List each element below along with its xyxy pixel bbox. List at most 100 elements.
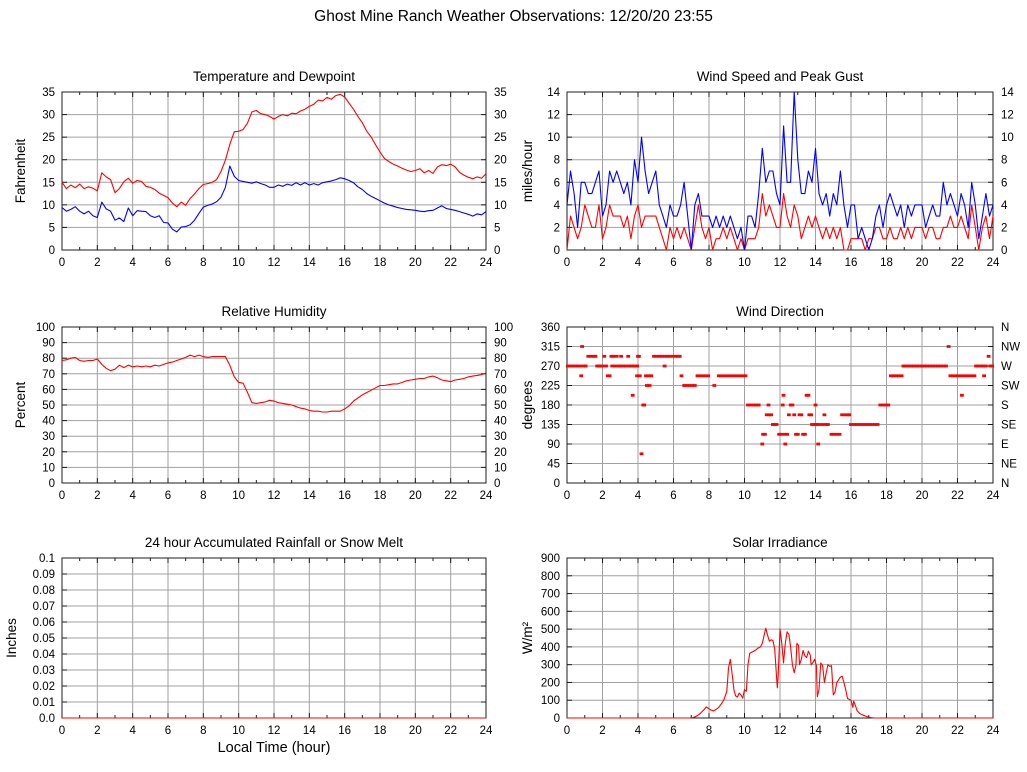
x-tick-label: 6 <box>165 490 171 502</box>
x-tick-label: 20 <box>409 490 422 502</box>
data-point <box>946 345 951 348</box>
data-point <box>746 403 750 407</box>
data-point <box>792 413 797 417</box>
x-tick-label: 24 <box>987 257 1000 269</box>
data-point <box>857 423 861 426</box>
x-tick-label: 10 <box>232 490 245 502</box>
y-tick-label: 40 <box>42 416 55 428</box>
x-tick-label: 12 <box>774 490 787 502</box>
data-point <box>567 364 572 368</box>
y-tick-label: 360 <box>541 322 560 334</box>
x-tick-label: 2 <box>599 490 605 502</box>
data-point <box>769 413 773 417</box>
data-point <box>948 374 953 378</box>
x-tick-label: 16 <box>845 725 858 737</box>
data-point <box>645 384 649 387</box>
data-point <box>854 423 859 426</box>
data-point <box>982 374 986 378</box>
y-tick-label-right: 25 <box>494 132 507 144</box>
y-tick-label: 15 <box>42 177 55 189</box>
data-point <box>730 374 734 378</box>
data-point <box>959 374 963 378</box>
data-point <box>630 393 635 397</box>
plot-frame <box>566 326 994 484</box>
data-point <box>611 354 616 358</box>
data-point <box>881 403 885 407</box>
data-point <box>727 374 732 378</box>
data-point <box>589 354 593 358</box>
data-point <box>575 364 580 368</box>
data-point <box>925 364 930 368</box>
data-point <box>774 423 779 426</box>
data-point <box>743 374 748 378</box>
chart-title: Wind Speed and Peak Gust <box>697 69 864 84</box>
data-point <box>889 374 893 378</box>
data-point <box>679 374 684 378</box>
data-point <box>578 364 583 368</box>
data-point <box>930 364 935 368</box>
data-point <box>787 413 791 417</box>
y-tick-label-right: NW <box>1001 342 1020 354</box>
y-tick-label: 45 <box>547 459 560 471</box>
y-tick-label: 90 <box>42 338 55 350</box>
data-point <box>986 354 991 358</box>
data-point <box>760 442 765 446</box>
data-point <box>951 374 955 378</box>
data-point <box>646 374 651 378</box>
y-tick-label: 0.0 <box>39 713 55 725</box>
data-point <box>662 354 667 358</box>
y-tick-label-right: 12 <box>1001 110 1014 122</box>
data-point <box>799 413 804 417</box>
series-humidity <box>61 354 487 413</box>
data-point <box>673 354 678 358</box>
data-point <box>956 374 961 378</box>
x-tick-label: 0 <box>564 257 570 269</box>
y-tick-label: 0.09 <box>33 569 55 581</box>
data-point <box>657 354 662 358</box>
data-point <box>724 374 729 378</box>
data-point <box>865 423 869 426</box>
data-point <box>832 432 836 436</box>
y-tick-label-right: 30 <box>494 110 507 122</box>
x-tick-label: 4 <box>129 490 136 502</box>
x-tick-label: 22 <box>951 257 964 269</box>
data-point <box>719 374 724 378</box>
data-point <box>790 403 795 407</box>
y-tick-label: 0.04 <box>33 649 56 661</box>
data-point <box>637 354 641 358</box>
data-point <box>738 374 742 378</box>
data-point <box>766 403 771 407</box>
data-point <box>886 403 891 407</box>
data-point <box>847 413 852 417</box>
data-point <box>870 423 875 426</box>
x-tick-label: 16 <box>845 490 858 502</box>
x-tick-label: 8 <box>200 725 206 737</box>
series-temperature <box>61 93 487 208</box>
y-tick-label: 300 <box>541 660 560 672</box>
chart-title: Temperature and Dewpoint <box>193 69 355 84</box>
x-tick-label: 24 <box>480 257 493 269</box>
data-point <box>614 354 619 358</box>
y-tick-label: 900 <box>541 553 560 565</box>
data-point <box>815 423 820 426</box>
x-tick-label: 10 <box>232 725 245 737</box>
x-tick-label: 22 <box>444 257 457 269</box>
series-dewpoint <box>61 165 487 233</box>
x-tick-label: 2 <box>94 257 100 269</box>
data-point <box>894 374 899 378</box>
data-point <box>840 413 844 417</box>
data-point <box>593 354 598 358</box>
data-point <box>897 374 901 378</box>
y-tick-label: 135 <box>541 420 560 432</box>
data-point <box>732 374 737 378</box>
data-point <box>698 374 702 378</box>
plot-frame <box>566 557 994 719</box>
x-tick-label: 14 <box>809 257 822 269</box>
x-tick-label: 6 <box>670 725 676 737</box>
x-tick-label: 2 <box>599 725 605 737</box>
data-point <box>579 374 584 378</box>
x-tick-label: 14 <box>809 490 822 502</box>
